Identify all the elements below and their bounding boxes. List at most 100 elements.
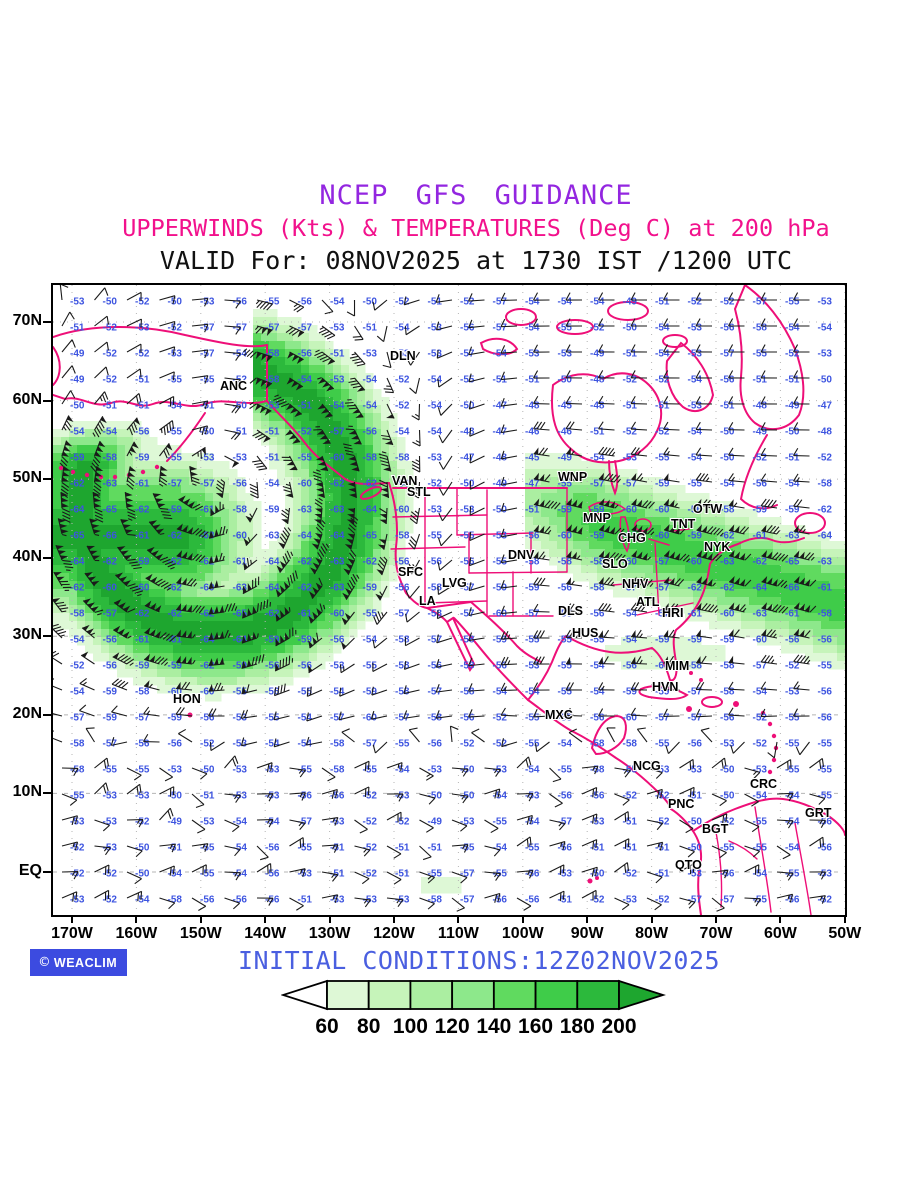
temp-value: -56 [558, 583, 573, 594]
temp-value: -55 [298, 687, 313, 698]
temp-value: -49 [168, 817, 183, 828]
temp-value: -62 [298, 557, 313, 568]
temp-value: -62 [623, 531, 638, 542]
wind-barb [249, 377, 273, 389]
wind-barb [516, 756, 532, 769]
temp-value: -53 [525, 661, 540, 672]
wind-barb [728, 499, 745, 509]
wind-barb [695, 370, 713, 379]
newfoundland [794, 512, 826, 534]
wind-barb [306, 686, 323, 697]
hispaniola [701, 696, 723, 708]
temp-value: -60 [200, 687, 215, 698]
labrador-coast [739, 434, 778, 510]
wind-barb [84, 572, 100, 587]
wind-barb [728, 576, 752, 587]
wind-barb [598, 576, 615, 587]
wind-barb [321, 299, 334, 315]
temp-value: -55 [298, 843, 313, 854]
wind-barb [321, 871, 339, 882]
temp-value: -58 [590, 739, 605, 750]
wind-barb [696, 576, 716, 587]
temp-value: -50 [720, 765, 735, 776]
temp-value: -50 [70, 401, 85, 412]
wind-barb [500, 682, 518, 692]
wind-barb [286, 377, 304, 391]
temp-value: -55 [363, 609, 378, 620]
weaclim-logo-text: WEACLIM [53, 955, 118, 970]
wind-barb [346, 299, 356, 317]
wind-barb [451, 793, 469, 804]
temp-value: -64 [818, 531, 833, 542]
wind-barb [500, 554, 518, 564]
wind-barb [321, 844, 339, 853]
wind-barb [598, 472, 621, 483]
wind-barb [243, 557, 258, 571]
wind-barb [728, 707, 745, 717]
temp-value: -59 [655, 479, 670, 490]
wind-barb [152, 493, 173, 520]
wind-barb [276, 550, 294, 574]
wind-barb [224, 403, 241, 414]
wind-barb [419, 897, 435, 910]
temp-value: -57 [623, 583, 638, 594]
temp-value: -62 [330, 479, 345, 490]
wind-barb [468, 557, 485, 567]
temp-value: -55 [558, 661, 573, 672]
temp-value: -56 [720, 375, 735, 386]
wind-barb [252, 455, 268, 471]
temp-value: -56 [590, 791, 605, 802]
wind-barb [126, 291, 142, 301]
temp-value: -53 [623, 895, 638, 906]
wind-speed-colorbar: 60 80 100 120 140 160 180 200 [281, 979, 666, 1038]
temp-value: -55 [655, 739, 670, 750]
wind-barb [760, 654, 778, 665]
wind-barb [256, 762, 273, 773]
temp-value: -52 [70, 869, 85, 880]
wind-barb [110, 737, 128, 746]
wind-barb [61, 311, 75, 327]
temp-value: -60 [623, 505, 638, 516]
wind-barb [776, 819, 794, 829]
page-subtitle: UPPERWINDS (Kts) & TEMPERATURES (Deg C) … [122, 214, 830, 242]
temp-value: -59 [103, 687, 118, 698]
temp-value: -50 [200, 765, 215, 776]
wind-barb [80, 651, 95, 665]
wind-barb [273, 711, 290, 721]
temp-value: -61 [753, 531, 768, 542]
wind-barb [606, 727, 616, 743]
wind-barb [59, 283, 69, 301]
temp-value: -56 [265, 687, 280, 698]
wind-barb [111, 705, 128, 717]
wind-barb [631, 524, 655, 536]
temp-value: -62 [265, 609, 280, 620]
wind-barb [113, 599, 136, 613]
temp-value: -62 [135, 505, 150, 516]
temp-value: -45 [525, 453, 540, 464]
wind-barb [245, 507, 258, 523]
station-label-mim: MIM [665, 659, 689, 673]
temp-value: -54 [70, 635, 85, 646]
temp-value: -55 [818, 661, 833, 672]
wind-barb [451, 844, 469, 853]
wind-barb [159, 786, 175, 797]
wind-barb [760, 473, 778, 483]
wind-barb [646, 788, 663, 799]
wind-barb [317, 403, 333, 418]
wind-barb [437, 585, 453, 595]
temp-value: -57 [525, 609, 540, 620]
wind-barb [191, 349, 209, 359]
wind-barb [438, 429, 453, 444]
temp-value: -56 [200, 895, 215, 906]
wind-barb [711, 845, 727, 859]
wind-barb [438, 507, 453, 522]
wind-barb [793, 524, 810, 535]
lat-label-60n: 60N [12, 390, 42, 408]
wind-barb [533, 709, 550, 718]
station-label-atl: ATL [636, 595, 660, 609]
temp-value: -54 [785, 323, 800, 334]
wind-barb [728, 602, 747, 613]
wind-barb [46, 705, 63, 717]
temp-value: -58 [818, 479, 833, 490]
lon-label-120w: 120W [373, 925, 415, 942]
